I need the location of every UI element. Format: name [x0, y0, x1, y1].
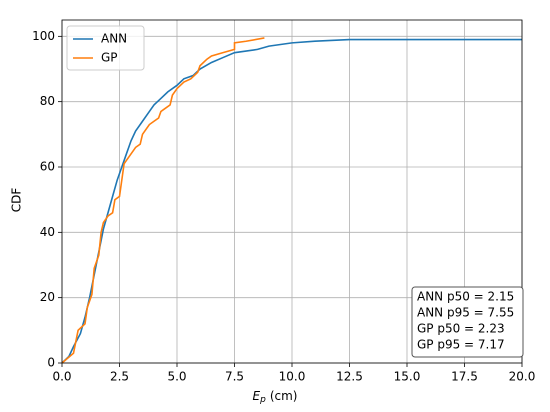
x-tick-label: 10.0 [279, 370, 306, 384]
x-tick-label: 17.5 [451, 370, 478, 384]
x-tick-label: 2.5 [110, 370, 129, 384]
x-tick-label: 0.0 [52, 370, 71, 384]
y-tick-label: 60 [40, 160, 55, 174]
x-tick-label: 12.5 [336, 370, 363, 384]
y-tick-label: 80 [40, 94, 55, 108]
x-tick-label: 7.5 [225, 370, 244, 384]
plot-frame [61, 19, 523, 364]
legend-label: GP [101, 51, 118, 65]
annotation-text: ANN p95 = 7.55 [417, 306, 514, 320]
x-axis-label: Ep (cm) [253, 389, 298, 405]
annotation-text: GP p50 = 2.23 [417, 322, 505, 336]
x-tick-label: 5.0 [167, 370, 186, 384]
annotation-text: GP p95 = 7.17 [417, 338, 505, 352]
y-axis-label: CDF [10, 188, 24, 213]
annotation-box [411, 286, 524, 358]
x-tick-label: 20.0 [509, 370, 536, 384]
series-line [61, 37, 265, 364]
annotation-text: ANN p50 = 2.15 [417, 290, 514, 304]
y-tick-label: 0 [47, 356, 55, 370]
legend-label: ANN [101, 32, 127, 46]
y-tick-label: 100 [32, 29, 55, 43]
y-tick-label: 20 [40, 290, 55, 304]
y-tick-label: 40 [40, 225, 55, 239]
x-tick-label: 15.0 [394, 370, 421, 384]
legend-box [66, 25, 145, 71]
